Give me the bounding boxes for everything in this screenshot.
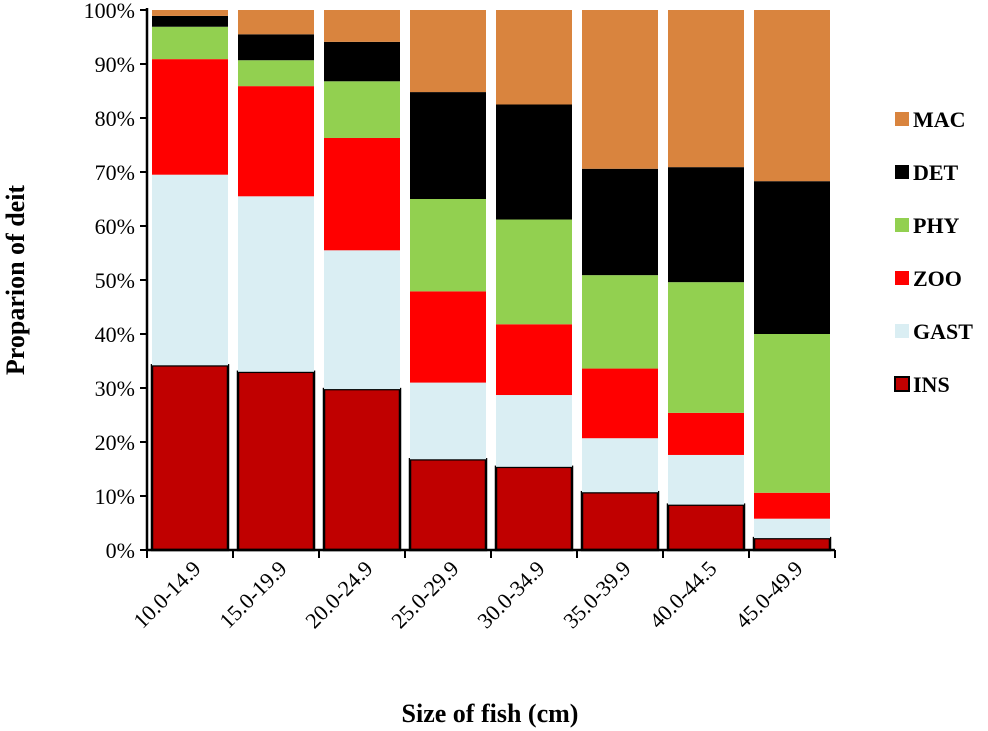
axes-layer — [140, 8, 836, 558]
bar-segment-zoo-10-0-14-9 — [152, 59, 228, 175]
y-tick-label: 20% — [95, 430, 135, 455]
bar-segment-zoo-45-0-49-9 — [754, 492, 830, 519]
bar-segment-gast-25-0-29-9 — [410, 382, 486, 460]
y-tick-label: 30% — [95, 376, 135, 401]
y-tick-label: 0% — [106, 538, 135, 563]
bar-segment-phy-40-0-44-5 — [668, 282, 744, 413]
bar-segment-gast-35-0-39-9 — [582, 438, 658, 493]
bar-segment-mac-40-0-44-5 — [668, 10, 744, 168]
bar-segment-det-35-0-39-9 — [582, 168, 658, 276]
y-tick-label: 40% — [95, 322, 135, 347]
bar-segment-phy-30-0-34-9 — [496, 219, 572, 325]
bar-segment-gast-20-0-24-9 — [324, 250, 400, 390]
bar-segment-mac-30-0-34-9 — [496, 10, 572, 105]
x-tick-label-40-0-44-5: 40.0-44.5 — [644, 556, 721, 633]
legend: MAC DET PHY ZOO GAST INS — [894, 107, 973, 397]
bar-segment-gast-45-0-49-9 — [754, 518, 830, 539]
bar-segment-ins-25-0-29-9 — [408, 458, 488, 552]
y-tick-label: 70% — [95, 160, 135, 185]
bar-segment-ins-10-0-14-9 — [150, 364, 230, 552]
x-tick-label-30-0-34-9: 30.0-34.9 — [472, 556, 549, 633]
x-tick-label-15-0-19-9: 15.0-19.9 — [214, 556, 291, 633]
x-tick-label-45-0-49-9: 45.0-49.9 — [730, 556, 807, 633]
y-tick-label: 90% — [95, 52, 135, 77]
bar-segment-zoo-30-0-34-9 — [496, 324, 572, 396]
x-tick-label-35-0-39-9: 35.0-39.9 — [558, 556, 635, 633]
bar-segment-phy-10-0-14-9 — [152, 26, 228, 60]
bar-segment-phy-15-0-19-9 — [238, 60, 314, 87]
bar-segment-ins-30-0-34-9 — [494, 465, 574, 552]
bar-segment-mac-20-0-24-9 — [324, 10, 400, 42]
bar-segment-det-10-0-14-9 — [152, 15, 228, 27]
bar-segment-mac-35-0-39-9 — [582, 10, 658, 169]
legend-label-mac: MAC — [913, 107, 966, 132]
y-tick-label: 80% — [95, 106, 135, 131]
x-axis-title: Size of fish (cm) — [402, 699, 579, 728]
y-axis-title: Proparion of deit — [1, 185, 30, 376]
y-tick-label: 60% — [95, 214, 135, 239]
bar-segment-phy-20-0-24-9 — [324, 81, 400, 138]
y-tick-label: 10% — [95, 484, 135, 509]
bar-segment-zoo-35-0-39-9 — [582, 368, 658, 439]
bar-segment-mac-10-0-14-9 — [152, 10, 228, 16]
x-tick-labels: 10.0-14.9 15.0-19.9 20.0-24.9 25.0-29.9 30.0… — [128, 556, 807, 633]
legend-swatch-phy — [895, 218, 909, 232]
bar-segment-ins-20-0-24-9 — [322, 387, 402, 552]
bar-segment-ins-45-0-49-9 — [752, 536, 832, 552]
legend-swatch-det — [895, 165, 909, 179]
bar-segment-det-45-0-49-9 — [754, 181, 830, 334]
bar-segment-mac-15-0-19-9 — [238, 10, 314, 35]
bar-segment-det-40-0-44-5 — [668, 167, 744, 283]
y-tick-label: 50% — [95, 268, 135, 293]
bar-segment-gast-15-0-19-9 — [238, 196, 314, 372]
y-tick-labels: 0% 10% 20% 30% 40% 50% 60% 70% 80% 90% 100% — [84, 0, 135, 563]
bar-segment-zoo-20-0-24-9 — [324, 137, 400, 251]
legend-swatch-gast — [895, 324, 909, 338]
legend-swatch-zoo — [895, 271, 909, 285]
bar-segment-det-30-0-34-9 — [496, 104, 572, 220]
bar-segment-zoo-15-0-19-9 — [238, 86, 314, 197]
y-tick-label: 100% — [84, 0, 135, 23]
bar-segment-zoo-25-0-29-9 — [410, 291, 486, 383]
x-tick-label-10-0-14-9: 10.0-14.9 — [128, 556, 205, 633]
bars-layer — [150, 10, 832, 552]
legend-swatch-mac — [895, 112, 909, 126]
bar-segment-zoo-40-0-44-5 — [668, 412, 744, 455]
bar-segment-phy-45-0-49-9 — [754, 334, 830, 493]
bar-segment-mac-45-0-49-9 — [754, 10, 830, 182]
legend-label-ins: INS — [913, 372, 950, 397]
bar-segment-ins-15-0-19-9 — [236, 370, 316, 552]
legend-label-gast: GAST — [913, 319, 973, 344]
legend-label-det: DET — [913, 160, 959, 185]
bar-segment-det-15-0-19-9 — [238, 34, 314, 61]
bar-segment-mac-25-0-29-9 — [410, 10, 486, 93]
bar-segment-phy-25-0-29-9 — [410, 199, 486, 292]
legend-label-phy: PHY — [913, 213, 960, 238]
bar-segment-det-20-0-24-9 — [324, 41, 400, 82]
bar-segment-phy-35-0-39-9 — [582, 275, 658, 369]
bar-segment-gast-10-0-14-9 — [152, 174, 228, 366]
bar-segment-det-25-0-29-9 — [410, 92, 486, 199]
x-tick-label-25-0-29-9: 25.0-29.9 — [386, 556, 463, 633]
bar-segment-gast-30-0-34-9 — [496, 395, 572, 467]
legend-label-zoo: ZOO — [913, 266, 962, 291]
bar-segment-gast-40-0-44-5 — [668, 454, 744, 505]
bar-segment-ins-40-0-44-5 — [666, 503, 746, 552]
bar-segment-ins-35-0-39-9 — [580, 490, 660, 552]
legend-swatch-ins — [894, 376, 910, 392]
x-tick-label-20-0-24-9: 20.0-24.9 — [300, 556, 377, 633]
